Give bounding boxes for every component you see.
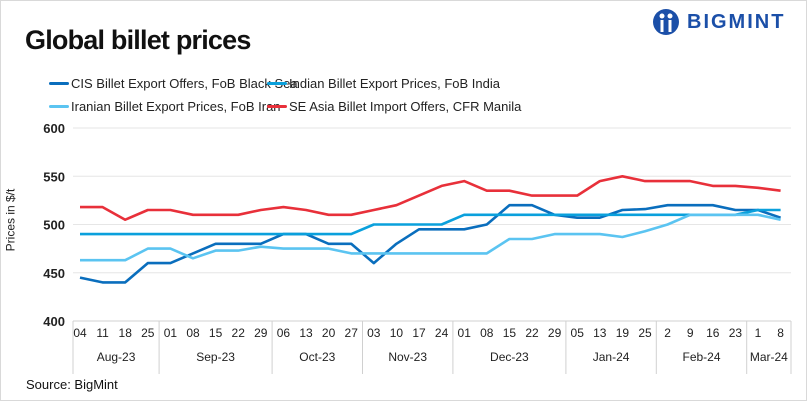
x-tick-label: 2 bbox=[664, 326, 671, 340]
x-tick-label: 13 bbox=[299, 326, 313, 340]
month-label: Mar-24 bbox=[750, 350, 788, 364]
legend-label: SE Asia Billet Import Offers, CFR Manila bbox=[289, 99, 522, 114]
x-tick-label: 08 bbox=[480, 326, 494, 340]
series-line-1 bbox=[80, 208, 781, 236]
x-tick-label: 11 bbox=[96, 326, 109, 340]
series-line-0 bbox=[79, 203, 782, 284]
x-tick-label: 8 bbox=[777, 326, 784, 340]
x-tick-label: 10 bbox=[390, 326, 404, 340]
x-tick-label: 16 bbox=[706, 326, 720, 340]
x-tick-label: 27 bbox=[345, 326, 359, 340]
legend-label: CIS Billet Export Offers, FoB Black Sea bbox=[71, 76, 298, 91]
x-tick-label: 29 bbox=[548, 326, 562, 340]
x-tick-label: 29 bbox=[254, 326, 268, 340]
source-note: Source: BigMint bbox=[26, 377, 118, 392]
legend-item-iranian: Iranian Billet Export Prices, FoB Iran bbox=[49, 99, 281, 114]
x-tick-label: 25 bbox=[141, 326, 155, 340]
legend-item-indian-row: Indian Billet Export Prices, FoB India bbox=[267, 76, 500, 91]
x-tick-label: 05 bbox=[571, 326, 585, 340]
x-tick-label: 06 bbox=[277, 326, 291, 340]
month-label: Oct-23 bbox=[299, 350, 335, 364]
bigmint-logo-icon bbox=[653, 9, 679, 35]
series-line-2 bbox=[80, 213, 781, 262]
legend-swatch bbox=[49, 82, 69, 85]
x-tick-label: 22 bbox=[232, 326, 246, 340]
x-tick-label: 17 bbox=[412, 326, 426, 340]
x-tick-label: 15 bbox=[503, 326, 517, 340]
month-label: Dec-23 bbox=[490, 350, 529, 364]
x-tick-label: 01 bbox=[458, 326, 472, 340]
legend-label: Iranian Billet Export Prices, FoB Iran bbox=[71, 99, 281, 114]
legend-item-cis: CIS Billet Export Offers, FoB Black Sea bbox=[49, 76, 298, 91]
y-tick-label: 550 bbox=[43, 169, 65, 184]
x-tick-label: 18 bbox=[119, 326, 133, 340]
month-label: Jan-24 bbox=[593, 350, 630, 364]
x-tick-label: 13 bbox=[593, 326, 607, 340]
x-tick-label: 25 bbox=[638, 326, 652, 340]
x-tick-label: 20 bbox=[322, 326, 336, 340]
x-tick-label: 23 bbox=[729, 326, 743, 340]
x-tick-label: 15 bbox=[209, 326, 223, 340]
x-tick-label: 08 bbox=[186, 326, 200, 340]
x-tick-label: 9 bbox=[687, 326, 694, 340]
y-tick-label: 500 bbox=[43, 218, 65, 233]
month-label: Sep-23 bbox=[196, 350, 235, 364]
legend-swatch bbox=[49, 105, 69, 108]
chart-title: Global billet prices bbox=[25, 25, 251, 55]
brand-name: BIGMINT bbox=[687, 10, 786, 33]
x-tick-label: 19 bbox=[616, 326, 630, 340]
legend-swatch bbox=[267, 82, 287, 85]
legend-item-seasia: SE Asia Billet Import Offers, CFR Manila bbox=[267, 99, 521, 114]
y-tick-label: 450 bbox=[43, 266, 65, 281]
month-label: Feb-24 bbox=[682, 350, 720, 364]
y-tick-label: 400 bbox=[43, 314, 65, 329]
x-tick-label: 1 bbox=[755, 326, 762, 340]
bigmint-logo: BIGMINT bbox=[651, 7, 785, 37]
x-tick-label: 24 bbox=[435, 326, 449, 340]
month-label: Nov-23 bbox=[388, 350, 427, 364]
series-line-3 bbox=[80, 175, 781, 221]
legend-swatch bbox=[267, 105, 287, 108]
x-tick-label: 04 bbox=[73, 326, 87, 340]
y-tick-label: 600 bbox=[43, 121, 65, 136]
x-tick-label: 22 bbox=[525, 326, 539, 340]
x-tick-label: 03 bbox=[367, 326, 381, 340]
x-tick-label: 01 bbox=[164, 326, 178, 340]
legend-label: Indian Billet Export Prices, FoB India bbox=[289, 76, 500, 91]
month-label: Aug-23 bbox=[97, 350, 136, 364]
